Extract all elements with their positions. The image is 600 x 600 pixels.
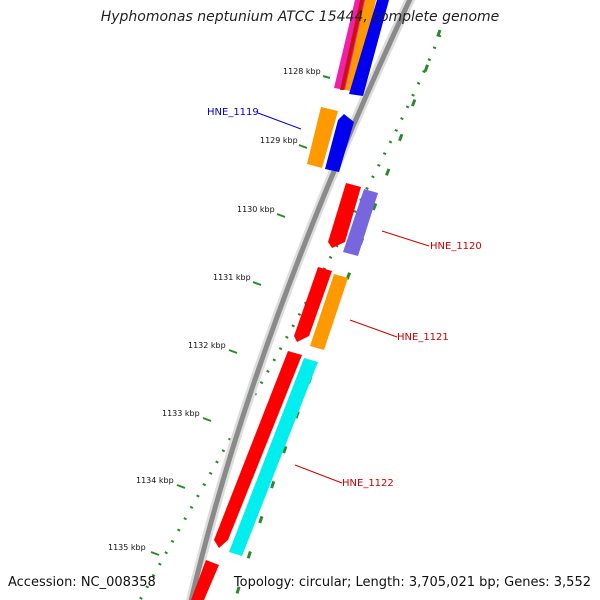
gene-blue-1119	[325, 114, 354, 172]
gene-red-1122	[214, 351, 302, 548]
tick-label-1133: 1133 kbp	[162, 409, 200, 418]
genome-summary-text: Topology: circular; Length: 3,705,021 bp…	[233, 575, 591, 590]
backbone	[188, 0, 413, 600]
backbone-outline	[186, 0, 416, 600]
gene-red-1121	[294, 267, 332, 342]
tick-label-1130: 1130 kbp	[237, 205, 275, 214]
tick-label-1132: 1132 kbp	[188, 341, 226, 350]
gene-red-1120	[328, 183, 361, 248]
outer-dotted-ring	[138, 34, 442, 600]
tick-label-1128: 1128 kbp	[283, 67, 321, 76]
scale-ticks	[150, 75, 331, 556]
gene-red-bottom	[191, 560, 219, 600]
gene-cyan-1122	[229, 358, 318, 556]
gene-red-top	[340, 0, 364, 90]
tick-label-1129: 1129 kbp	[260, 136, 298, 145]
tick-label-1131: 1131 kbp	[213, 273, 251, 282]
map-title: Hyphomonas neptunium ATCC 15444, complet…	[100, 9, 500, 25]
accession-text: Accession: NC_008358	[8, 575, 156, 590]
leader-hne1120	[381, 230, 430, 247]
tick-label-1134: 1134 kbp	[136, 476, 174, 485]
gene-orange-top	[345, 0, 376, 92]
label-hne1120[interactable]: HNE_1120	[430, 241, 482, 252]
tick-label-1135: 1135 kbp	[108, 543, 146, 552]
gene-orange-1121	[310, 274, 348, 350]
gene-blue-top	[349, 0, 389, 96]
gene-orange-1119	[307, 107, 338, 168]
gene-purple-1120	[343, 189, 378, 256]
leader-hne1119	[257, 112, 302, 130]
label-hne1122[interactable]: HNE_1122	[342, 478, 394, 489]
inner-dotted-ring	[233, 29, 442, 600]
leader-hne1122	[294, 464, 343, 484]
label-hne1121[interactable]: HNE_1121	[397, 332, 449, 343]
leader-hne1121	[349, 319, 398, 338]
label-hne1119[interactable]: HNE_1119	[207, 107, 259, 118]
